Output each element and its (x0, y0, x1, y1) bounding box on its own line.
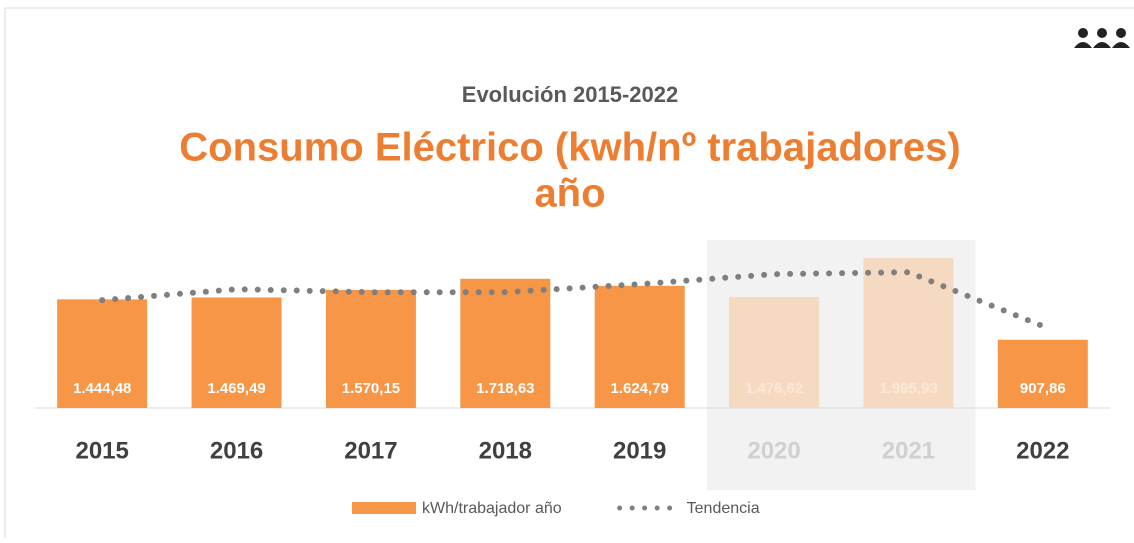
bar (325, 289, 416, 408)
bar (57, 299, 148, 408)
x-tick-label: 2020 (747, 437, 800, 464)
bar (191, 297, 282, 408)
x-tick-label: 2021 (882, 437, 935, 464)
bar (594, 285, 685, 408)
value-label: 1.624,79 (610, 380, 668, 397)
value-label: 1.476,62 (745, 380, 803, 397)
bar (460, 278, 551, 408)
x-tick-label: 2015 (75, 437, 128, 464)
legend-label: Tendencia (687, 500, 760, 517)
title-line: Consumo Eléctrico (kwh/nº trabajadores) (179, 126, 960, 170)
x-tick-label: 2017 (344, 437, 397, 464)
x-tick-label: 2019 (613, 437, 666, 464)
subtitle: Evolución 2015-2022 (462, 82, 678, 107)
trend-line (99, 269, 1046, 330)
value-label: 1.995,93 (879, 380, 937, 397)
legend-swatch (352, 502, 416, 514)
value-label: 907,86 (1020, 380, 1066, 397)
bar (863, 257, 954, 408)
legend-label: kWh/trabajador año (422, 500, 562, 517)
value-label: 1.570,15 (342, 380, 400, 397)
bar (997, 339, 1088, 408)
x-tick-label: 2016 (210, 437, 263, 464)
x-tick-label: 2022 (1016, 437, 1069, 464)
value-label: 1.718,63 (476, 380, 534, 397)
x-tick-label: 2018 (479, 437, 532, 464)
value-label: 1.469,49 (207, 380, 265, 397)
title-line: año (534, 172, 605, 216)
people-icon (1074, 28, 1130, 48)
bar (729, 296, 820, 408)
value-label: 1.444,48 (73, 380, 131, 397)
